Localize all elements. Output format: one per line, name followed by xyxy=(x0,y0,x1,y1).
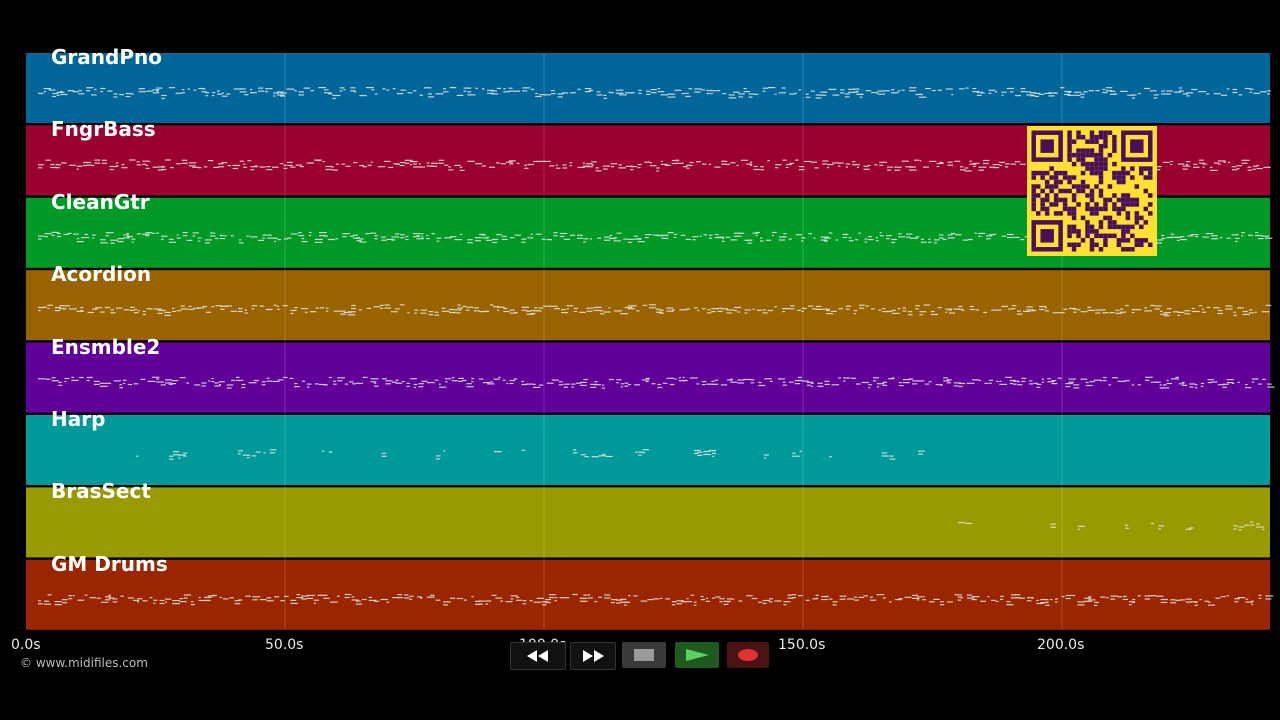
fast-forward-button[interactable] xyxy=(570,642,616,670)
record-icon xyxy=(738,649,758,661)
track-label: BrasSect xyxy=(51,479,151,504)
track-label: Harp xyxy=(51,407,106,431)
fast-forward-icon xyxy=(583,650,604,662)
stop-button[interactable] xyxy=(622,642,666,668)
track-notes xyxy=(38,593,1274,606)
stop-icon xyxy=(634,649,654,661)
transport-controls xyxy=(510,642,770,670)
track-lane xyxy=(26,342,1275,413)
track-notes xyxy=(38,159,1271,172)
play-button[interactable] xyxy=(675,642,719,668)
track-label: FngrBass xyxy=(51,117,156,142)
track-notes xyxy=(38,87,1271,100)
track-notes xyxy=(136,449,925,460)
tick-label-100: 100.0s xyxy=(519,637,566,644)
track-background xyxy=(26,53,1270,123)
track-lane xyxy=(26,270,1272,341)
track-lane xyxy=(26,559,1274,630)
tick-label-200: 200.0s xyxy=(1037,637,1085,653)
play-icon xyxy=(686,649,709,661)
tick-label-150: 150.0s xyxy=(778,637,826,653)
rewind-icon xyxy=(527,650,548,662)
copyright-text: © www.midifiles.com xyxy=(20,656,148,670)
track-background xyxy=(26,270,1270,341)
rewind-button[interactable] xyxy=(510,642,566,670)
piano-roll xyxy=(26,53,1275,630)
qr-code[interactable] xyxy=(1027,126,1157,256)
track-lane xyxy=(26,487,1270,558)
track-label: GrandPno xyxy=(51,45,162,69)
track-lane xyxy=(26,415,1270,485)
track-notes xyxy=(958,521,1265,531)
track-label: CleanGtr xyxy=(51,189,150,214)
track-background xyxy=(26,342,1270,413)
track-background xyxy=(26,487,1270,558)
track-background xyxy=(26,559,1270,630)
track-label: GM Drums xyxy=(51,551,168,576)
track-notes xyxy=(38,304,1272,317)
track-notes xyxy=(38,376,1275,389)
record-button[interactable] xyxy=(727,642,769,668)
tick-label-0: 0.0s xyxy=(11,637,41,653)
track-label: Acordion xyxy=(51,262,152,287)
track-lane xyxy=(26,53,1271,123)
tick-label-50: 50.0s xyxy=(265,637,304,653)
track-label: Ensmble2 xyxy=(51,334,161,359)
